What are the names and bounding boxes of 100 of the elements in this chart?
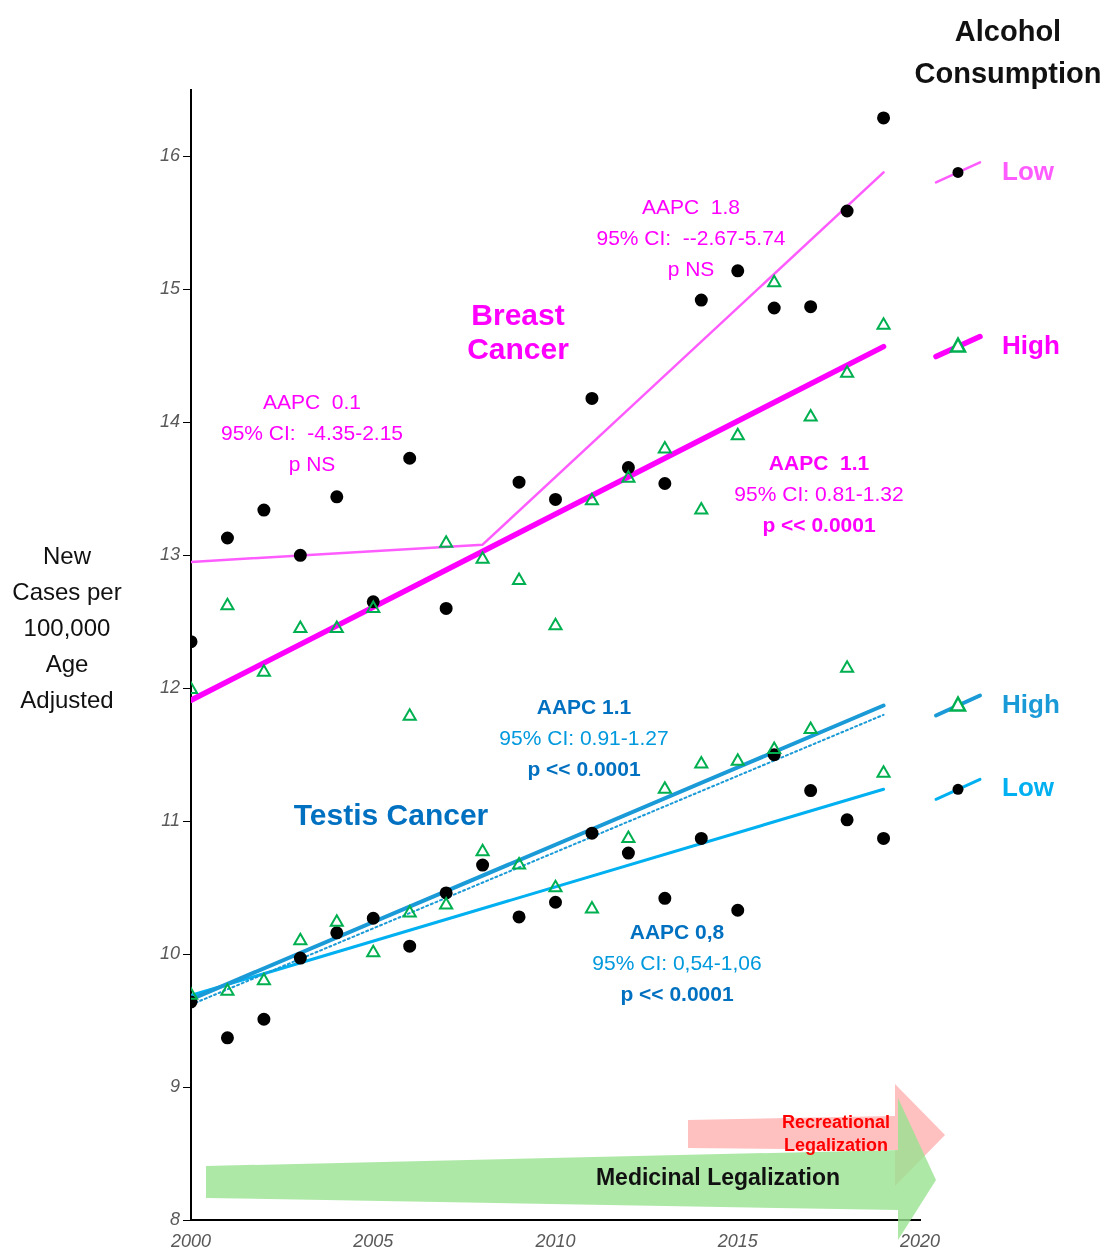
legend-label: High bbox=[1002, 329, 1060, 360]
point bbox=[767, 741, 782, 754]
x-tick-label: 2015 bbox=[716, 1230, 759, 1251]
point bbox=[731, 903, 745, 917]
point bbox=[549, 895, 562, 909]
point bbox=[402, 904, 417, 918]
point bbox=[658, 477, 672, 491]
point bbox=[840, 660, 855, 673]
annotation: Breast Cancer bbox=[467, 298, 570, 366]
point bbox=[220, 1031, 234, 1045]
y-tick-label: 10 bbox=[159, 943, 180, 964]
point bbox=[293, 620, 308, 633]
point bbox=[876, 765, 891, 778]
annotation: AAPC 1.8 95% CI: --2.67-5.74 p NS bbox=[596, 194, 786, 280]
point bbox=[256, 664, 271, 677]
point bbox=[548, 617, 563, 631]
point bbox=[475, 843, 490, 857]
point bbox=[877, 831, 891, 845]
point bbox=[403, 451, 417, 465]
y-tick-label: 8 bbox=[169, 1209, 180, 1229]
point bbox=[621, 461, 635, 475]
point bbox=[511, 572, 527, 586]
point bbox=[256, 972, 271, 986]
point bbox=[694, 502, 709, 515]
annotation: Recreational Legalization bbox=[780, 1111, 891, 1157]
point bbox=[657, 440, 672, 454]
point bbox=[803, 721, 818, 734]
point bbox=[511, 857, 527, 870]
point bbox=[840, 813, 854, 827]
point bbox=[257, 1012, 271, 1026]
point bbox=[293, 951, 307, 965]
point bbox=[330, 926, 344, 940]
point bbox=[694, 293, 708, 307]
y-tick-label: 14 bbox=[159, 411, 180, 432]
point bbox=[257, 503, 271, 517]
point bbox=[366, 944, 381, 958]
point bbox=[475, 551, 490, 564]
point bbox=[293, 932, 308, 946]
legend-label: Low bbox=[1002, 772, 1055, 803]
legend-label: Low bbox=[1002, 155, 1055, 186]
point bbox=[657, 781, 672, 794]
point bbox=[366, 911, 380, 925]
point bbox=[840, 204, 854, 218]
annotation: AAPC 1.1 95% CI: 0.91-1.27 p << 0.0001 bbox=[499, 694, 669, 780]
point bbox=[512, 910, 526, 924]
point bbox=[731, 264, 745, 278]
point bbox=[621, 830, 636, 843]
point bbox=[840, 365, 855, 378]
point bbox=[512, 475, 526, 489]
y-axis-title: New Cases per 100,000 Age Adjusted bbox=[11, 541, 123, 715]
y-tick-label: 11 bbox=[161, 810, 180, 831]
point bbox=[804, 300, 818, 314]
point bbox=[220, 983, 235, 996]
y-tick-label: 13 bbox=[159, 544, 180, 565]
annotation: AAPC 1.1 95% CI: 0.81-1.32 p << 0.0001 bbox=[734, 450, 904, 536]
point bbox=[767, 301, 781, 315]
point bbox=[658, 891, 672, 905]
y-tick-label: 16 bbox=[159, 145, 181, 166]
point bbox=[621, 470, 636, 483]
point bbox=[877, 111, 891, 125]
point bbox=[804, 784, 818, 798]
y-tick-label: 9 bbox=[169, 1076, 180, 1097]
point bbox=[439, 535, 454, 548]
point bbox=[767, 274, 782, 288]
point bbox=[329, 914, 344, 927]
point bbox=[803, 409, 818, 422]
legend-title: Alcohol Consumption bbox=[913, 14, 1103, 91]
annotation: Medicinal Legalization bbox=[594, 1164, 842, 1190]
x-tick-label: 2000 bbox=[169, 1230, 212, 1251]
point bbox=[403, 939, 417, 953]
annotation: AAPC 0.1 95% CI: -4.35-2.15 p NS bbox=[220, 389, 404, 475]
point bbox=[549, 492, 562, 506]
legend-label: High bbox=[1002, 688, 1060, 719]
point bbox=[330, 490, 344, 504]
point bbox=[621, 846, 635, 860]
point bbox=[293, 548, 307, 562]
point bbox=[366, 600, 381, 613]
point bbox=[584, 492, 600, 506]
annotation: AAPC 0,8 95% CI: 0,54-1,06 p << 0.0001 bbox=[592, 919, 762, 1005]
point bbox=[694, 756, 709, 769]
x-tick-label: 2005 bbox=[352, 1230, 395, 1251]
point bbox=[584, 900, 600, 914]
y-tick-label: 12 bbox=[159, 677, 180, 698]
point bbox=[329, 620, 344, 633]
x-tick-label: 2020 bbox=[898, 1230, 941, 1251]
point bbox=[439, 896, 454, 910]
point bbox=[585, 391, 599, 405]
point bbox=[220, 531, 234, 545]
annotation: Testis Cancer bbox=[293, 798, 489, 832]
point bbox=[220, 597, 235, 611]
point bbox=[439, 886, 453, 900]
point bbox=[876, 317, 891, 330]
y-tick-label: 15 bbox=[159, 278, 181, 299]
point bbox=[585, 826, 599, 840]
point bbox=[476, 858, 490, 872]
point bbox=[402, 708, 417, 721]
point bbox=[694, 831, 708, 845]
point bbox=[548, 879, 563, 893]
x-tick-label: 2010 bbox=[534, 1230, 576, 1251]
point bbox=[730, 427, 745, 441]
